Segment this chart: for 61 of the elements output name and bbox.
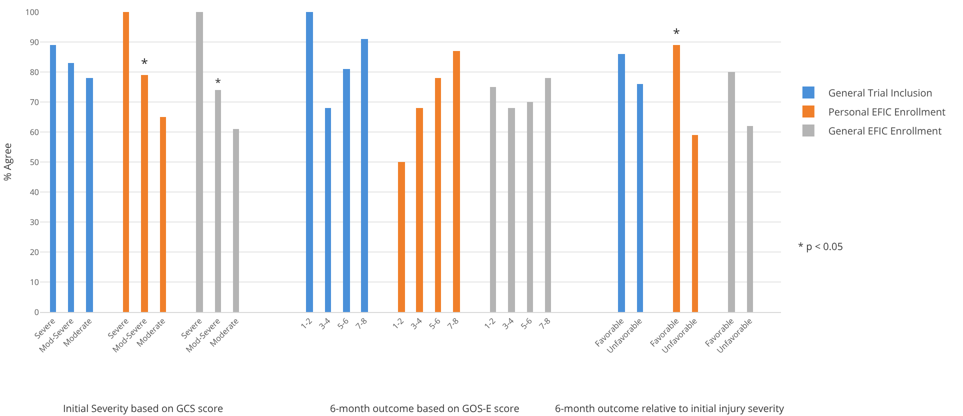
x-tick-label: 5-6 xyxy=(426,315,444,332)
y-tick-label: 30 xyxy=(30,216,40,228)
x-tick-label: 5-6 xyxy=(518,315,535,332)
y-tick-label: 90 xyxy=(30,36,40,48)
y-tick-label: 100 xyxy=(25,6,40,18)
bar xyxy=(747,126,753,312)
text: Initial Severity based on GCS score xyxy=(63,401,224,415)
text: 6-month outcome relative to initial injury severity xyxy=(555,401,786,415)
bar xyxy=(490,87,496,312)
bar xyxy=(435,78,441,312)
bar xyxy=(233,129,239,312)
bar xyxy=(141,75,148,312)
x-tick-label: 3-4 xyxy=(408,315,425,332)
data-label: * xyxy=(215,76,222,91)
bar xyxy=(728,72,735,312)
x-tick-label: 3-4 xyxy=(500,315,517,332)
x-tick-label: 7-8 xyxy=(445,315,462,332)
x-tick-label: 7-8 xyxy=(536,315,554,332)
x-tick-label: 5-6 xyxy=(335,315,352,332)
data-label: * xyxy=(141,54,148,72)
bar xyxy=(215,90,221,312)
bar xyxy=(545,78,551,312)
legend-label: Personal EFIC Enrollment xyxy=(828,104,946,118)
x-tick-label: 1-2 xyxy=(298,315,315,332)
y-tick-label: 80 xyxy=(30,66,40,78)
bar xyxy=(398,162,405,312)
y-tick-label: 40 xyxy=(30,186,40,198)
bar xyxy=(673,45,680,312)
bar xyxy=(453,51,460,312)
bar xyxy=(343,69,350,312)
bar xyxy=(416,108,423,312)
bar xyxy=(637,84,643,312)
bar xyxy=(50,45,56,312)
bar xyxy=(86,78,93,312)
bar xyxy=(618,54,625,312)
bar xyxy=(508,108,515,312)
y-tick-label: 60 xyxy=(30,126,40,138)
bar xyxy=(196,12,203,312)
x-tick-label: 3-4 xyxy=(316,315,334,332)
bar xyxy=(527,102,533,312)
bar xyxy=(123,12,129,312)
y-tick-label: 70 xyxy=(30,96,40,108)
bar xyxy=(361,39,368,312)
bar xyxy=(68,63,74,312)
y-tick-label: 20 xyxy=(30,246,40,258)
y-tick-label: 10 xyxy=(30,276,40,288)
bar xyxy=(692,135,698,312)
legend-label: General EFIC Enrollment xyxy=(828,123,942,138)
y-tick-label: 0 xyxy=(34,306,40,318)
text: 6-month outcome based on GOS-E score xyxy=(330,401,520,415)
bar xyxy=(160,117,166,312)
x-tick-label: 1-2 xyxy=(482,315,498,332)
y-axis-title: % Agree xyxy=(0,142,14,181)
y-tick-label: 50 xyxy=(30,156,40,168)
bar xyxy=(325,108,331,312)
x-tick-label: 7-8 xyxy=(354,315,370,332)
data-label: * xyxy=(673,24,680,42)
text: * p < 0.05 xyxy=(798,239,844,253)
bar xyxy=(306,12,313,312)
x-tick-label: 1-2 xyxy=(390,315,407,332)
legend-label: General Trial Inclusion xyxy=(828,85,932,100)
